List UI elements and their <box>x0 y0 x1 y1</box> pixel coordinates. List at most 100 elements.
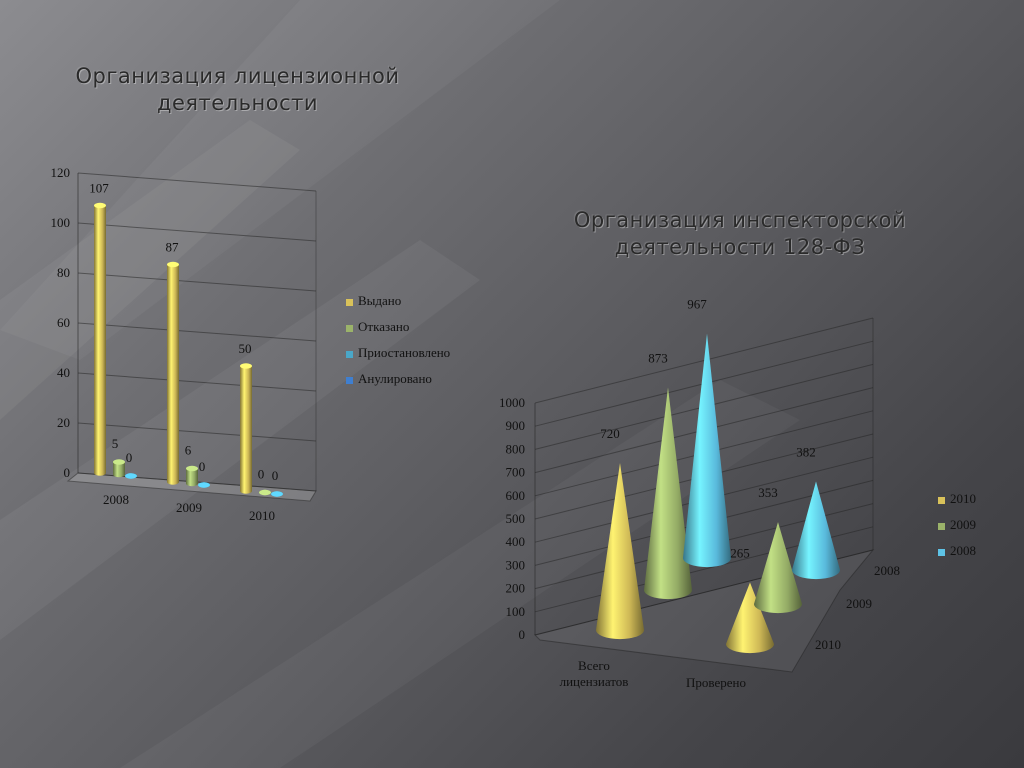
data-label: 50 <box>239 341 252 356</box>
data-label: 0 <box>272 468 279 483</box>
gridline <box>77 372 317 392</box>
data-label: 967 <box>687 297 707 312</box>
legend-label: Отказано <box>358 319 409 334</box>
y-tick-label: 100 <box>506 604 526 619</box>
bar-top <box>259 489 271 496</box>
x-tick-label: 2008 <box>103 492 129 507</box>
title-licensing: Организация лицензионной деятельности <box>75 64 400 115</box>
x-tick-label: Проверено <box>686 675 746 690</box>
y-tick-label: 0 <box>519 627 526 642</box>
bar-top <box>94 202 106 209</box>
data-label: 87 <box>166 240 180 255</box>
bar-top <box>198 482 210 488</box>
licensing-chart-y-ticks: 0 20 40 60 80 100 120 <box>51 165 71 480</box>
title-inspection: Организация инспекторской деятельности 1… <box>573 208 907 259</box>
bar-top <box>125 473 137 479</box>
bar-top <box>167 261 179 268</box>
bar-Отказано <box>113 462 125 475</box>
bar-base <box>113 471 125 478</box>
inspection-chart-legend: 2010 2009 2008 <box>938 491 976 558</box>
gridline <box>77 322 317 342</box>
y-tick-label: 20 <box>57 415 70 430</box>
bar-top <box>271 491 283 497</box>
x-tick-label: 2009 <box>176 500 202 515</box>
legend-label: 2010 <box>950 491 976 506</box>
data-label: 0 <box>258 467 265 482</box>
bar-Выдано <box>240 366 252 491</box>
legend-label: Выдано <box>358 293 401 308</box>
y-tick-label: 300 <box>506 557 526 572</box>
data-label: 265 <box>730 546 750 561</box>
depth-tick-label: 2008 <box>874 563 900 578</box>
depth-tick-label: 2009 <box>846 596 872 611</box>
inspection-chart-marks: 720 873 967 265 353 382 <box>596 297 840 654</box>
legend-label: Приостановлено <box>358 345 450 360</box>
y-tick-label: 80 <box>57 265 70 280</box>
y-tick-label: 1000 <box>499 395 525 410</box>
y-tick-label: 600 <box>506 488 526 503</box>
x-tick-label: 2010 <box>249 508 275 523</box>
y-tick-label: 400 <box>506 534 526 549</box>
x-tick-label: Всего <box>578 658 610 673</box>
legend-label: Анулировано <box>358 371 432 386</box>
data-label: 107 <box>89 181 109 196</box>
legend-swatch <box>346 299 353 306</box>
cone-2010 <box>726 582 774 654</box>
y-tick-label: 500 <box>506 511 526 526</box>
y-tick-label: 800 <box>506 441 526 456</box>
legend-swatch <box>938 549 945 556</box>
gridline <box>77 272 317 292</box>
data-label: 382 <box>796 444 816 459</box>
x-tick-label: лицензиатов <box>560 674 629 689</box>
cone-2009 <box>644 387 692 600</box>
bar-base <box>186 480 198 487</box>
bar-top <box>186 465 198 472</box>
cone-2010 <box>596 462 644 640</box>
bar-Отказано <box>186 468 198 484</box>
y-tick-label: 60 <box>57 315 70 330</box>
bar-top <box>240 363 252 369</box>
licensing-chart-x-ticks: 2008 2009 2010 <box>103 492 275 523</box>
cone-2008 <box>683 333 731 568</box>
legend-swatch <box>346 325 353 332</box>
bar-Выдано <box>167 264 179 482</box>
data-label: 0 <box>126 450 133 465</box>
data-label: 5 <box>112 436 119 451</box>
y-tick-label: 40 <box>57 365 70 380</box>
legend-swatch <box>346 377 353 384</box>
data-label: 720 <box>600 426 620 441</box>
y-tick-label: 100 <box>51 215 71 230</box>
gridline <box>77 172 317 192</box>
legend-swatch <box>938 497 945 504</box>
legend-swatch <box>346 351 353 358</box>
legend-swatch <box>938 523 945 530</box>
bar-base <box>94 470 106 476</box>
licensing-chart-legend: Выдано Отказано Приостановлено Анулировано <box>346 293 450 386</box>
y-tick-label: 900 <box>506 418 526 433</box>
depth-tick-label: 2010 <box>815 637 841 652</box>
gridline <box>77 222 317 242</box>
data-label: 353 <box>758 485 778 500</box>
gridline <box>534 317 874 404</box>
cone-2008 <box>792 481 840 580</box>
legend-label: 2009 <box>950 517 976 532</box>
y-tick-label: 700 <box>506 465 526 480</box>
inspection-chart-y-ticks: 0 100 200 300 400 500 600 700 800 900 1000 <box>499 395 525 642</box>
y-tick-label: 200 <box>506 581 526 596</box>
data-label: 873 <box>648 350 668 365</box>
bar-Выдано <box>94 205 106 473</box>
data-label: 0 <box>199 459 206 474</box>
legend-label: 2008 <box>950 543 976 558</box>
cone-2009 <box>754 522 802 614</box>
bar-base <box>240 488 252 494</box>
bar-top <box>113 459 125 465</box>
gridline <box>77 422 317 442</box>
y-tick-label: 120 <box>51 165 71 180</box>
bar-base <box>167 479 179 485</box>
data-label: 6 <box>185 443 192 458</box>
y-tick-label: 0 <box>64 465 71 480</box>
